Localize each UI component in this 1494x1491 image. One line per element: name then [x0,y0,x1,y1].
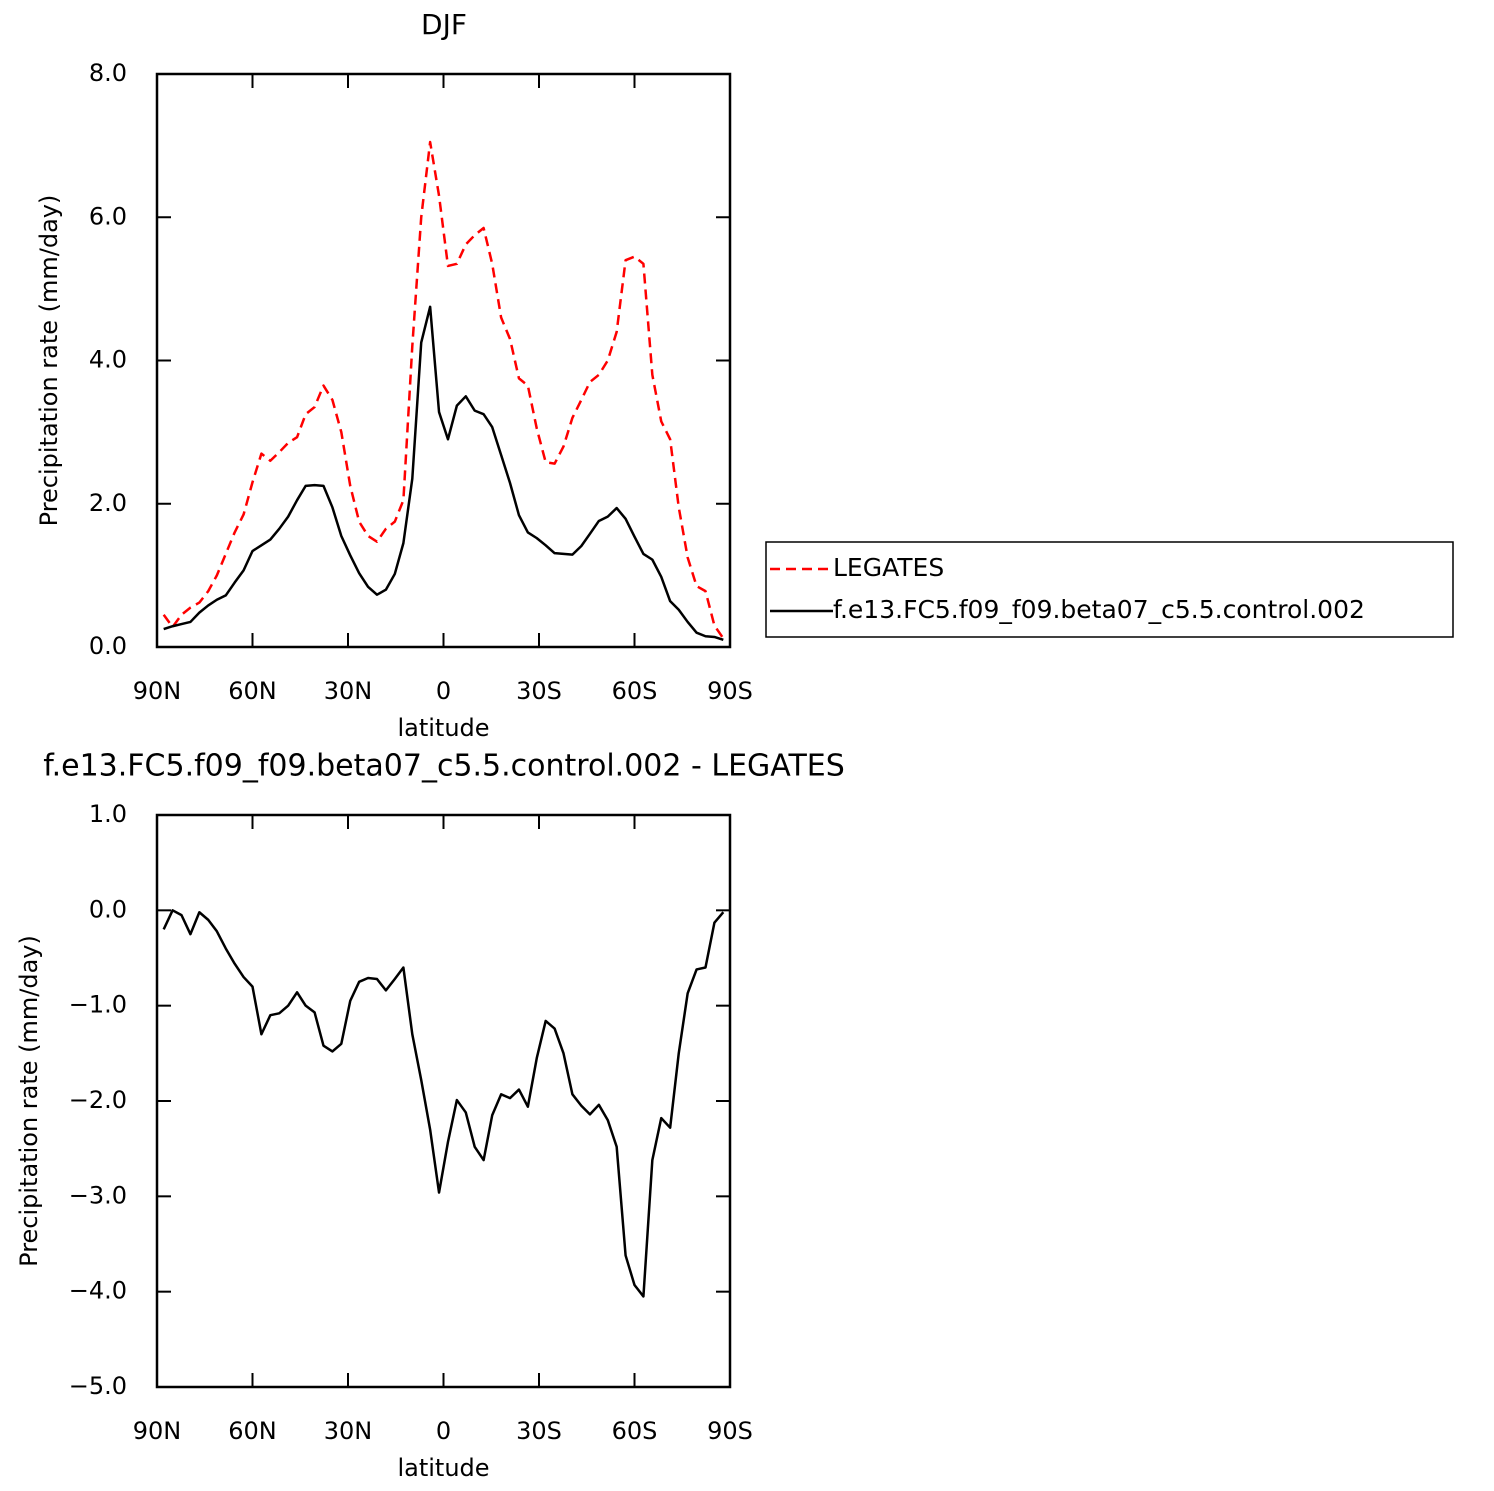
y-tick-label: 0.0 [89,895,127,923]
y-tick-label: 0.0 [89,632,127,660]
series-line [163,305,724,642]
x-tick-label: 90N [133,677,182,705]
legend-label: LEGATES [833,553,944,582]
y-tick-label: 4.0 [89,346,127,374]
y-tick-label: 8.0 [89,59,127,87]
x-axis-label: latitude [397,714,489,742]
x-tick-label: 60S [612,1417,658,1445]
x-tick-label: 0 [436,1417,451,1445]
x-tick-label: 30N [324,677,373,705]
x-axis-label: latitude [397,1454,489,1482]
x-tick-label: 60N [228,1417,277,1445]
plot-frame [155,72,732,649]
x-tick-label: 60S [612,677,658,705]
series-line [162,909,725,1298]
plot-frame [155,813,732,1389]
y-tick-label: −2.0 [69,1086,127,1114]
x-tick-label: 90S [707,1417,753,1445]
x-tick-label: 30S [516,677,562,705]
y-tick-label: −5.0 [69,1372,127,1400]
series-line [162,140,725,640]
legend-label: f.e13.FC5.f09_f09.beta07_c5.5.control.00… [833,595,1365,624]
x-tick-label: 90S [707,677,753,705]
y-tick-label: −3.0 [69,1181,127,1209]
x-tick-label: 0 [436,677,451,705]
x-tick-label: 90N [133,1417,182,1445]
chart-title: f.e13.FC5.f09_f09.beta07_c5.5.control.00… [43,749,845,784]
y-tick-label: −1.0 [69,991,127,1019]
x-tick-label: 30S [516,1417,562,1445]
x-tick-label: 30N [324,1417,373,1445]
y-tick-label: 1.0 [89,800,127,828]
legend-box [765,541,1454,638]
chart-title: DJF [421,8,467,41]
y-tick-label: 2.0 [89,489,127,517]
y-axis-label: Precipitation rate (mm/day) [35,195,63,527]
y-tick-label: −4.0 [69,1277,127,1305]
y-tick-label: 6.0 [89,202,127,230]
x-tick-label: 60N [228,677,277,705]
y-axis-label: Precipitation rate (mm/day) [15,935,43,1267]
